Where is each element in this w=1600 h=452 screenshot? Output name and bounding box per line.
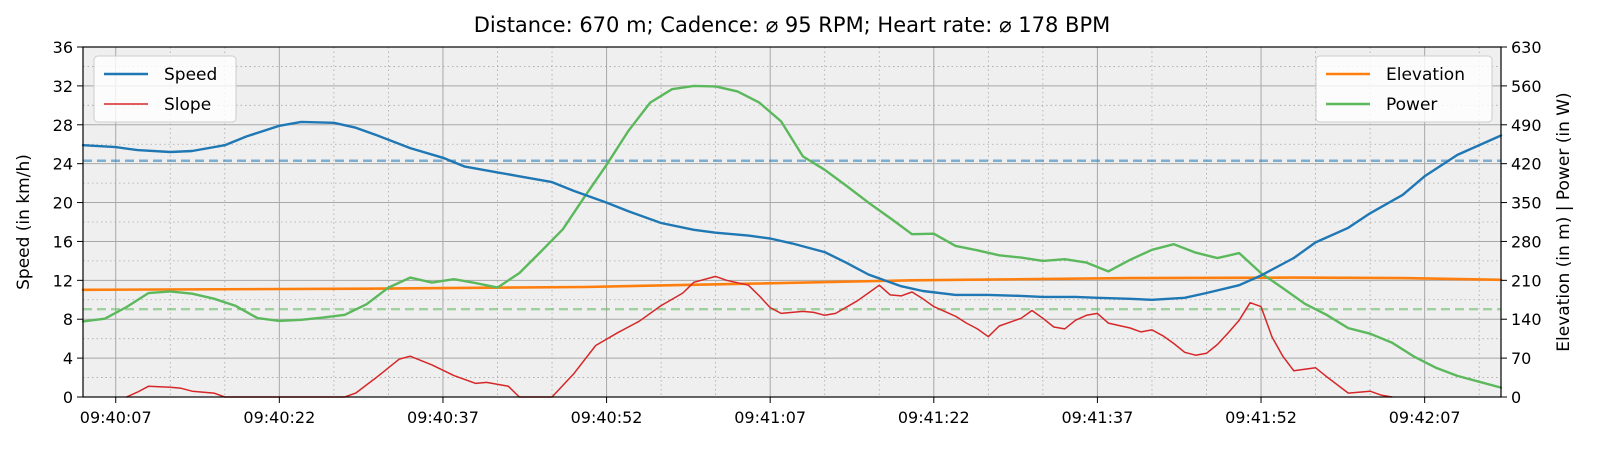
x-tick-label: 09:41:22: [898, 408, 970, 427]
y-right-tick-label: 630: [1511, 38, 1542, 57]
x-tick-label: 09:42:07: [1389, 408, 1461, 427]
y-right-tick-label: 140: [1511, 310, 1542, 329]
series-line-elevation: [81, 276, 1503, 292]
legend-left: Speed Slope: [93, 55, 237, 123]
x-tick-label: 09:40:07: [80, 408, 152, 427]
legend-left-box: [93, 55, 237, 123]
plot-background: [83, 47, 1501, 397]
x-tick-label: 09:41:52: [1225, 408, 1297, 427]
x-axis: 09:40:07 09:40:22 09:40:37 09:40:52 09:41:07…: [80, 397, 1461, 427]
x-tick-label: 09:41:37: [1061, 408, 1133, 427]
legend-label-elevation: Elevation: [1386, 65, 1465, 85]
x-tick-label: 09:40:22: [243, 408, 315, 427]
y-right-tick-label: 420: [1511, 155, 1542, 174]
y-left-tick-label: 32: [53, 77, 73, 96]
legend-right-box: [1315, 55, 1493, 123]
y-left-tick-label: 8: [63, 310, 73, 329]
legend-label-speed: Speed: [164, 65, 217, 85]
series-line-speed: [81, 120, 1503, 301]
plot-frame: [82, 46, 1502, 398]
series-layer: [81, 84, 1503, 398]
right-axis: 0 70 140 210 280 350 420 490 560 630: [1501, 38, 1542, 407]
y-left-tick-label: 28: [53, 116, 73, 135]
y-left-tick-label: 36: [53, 38, 73, 57]
y-right-tick-label: 70: [1511, 349, 1531, 368]
y-left-tick-label: 4: [63, 349, 73, 368]
y-axis-right-label: Elevation (in m) | Power (in W): [1554, 92, 1574, 351]
y-right-tick-label: 280: [1511, 232, 1542, 251]
y-axis-left-label: Speed (in km/h): [14, 154, 34, 290]
mean-lines: [83, 159, 1501, 311]
y-left-tick-label: 12: [53, 271, 73, 290]
y-right-tick-label: 560: [1511, 77, 1542, 96]
x-tick-label: 09:40:52: [571, 408, 643, 427]
y-left-tick-label: 16: [53, 232, 73, 251]
left-axis: 0 4 8 12 16 20 24 28 32 36: [53, 38, 83, 407]
y-left-tick-label: 24: [53, 155, 73, 174]
y-left-tick-label: 0: [63, 388, 73, 407]
y-right-tick-label: 0: [1511, 388, 1521, 407]
x-tick-label: 09:40:37: [407, 408, 479, 427]
legend-label-slope: Slope: [164, 95, 211, 115]
legend-right: Elevation Power: [1315, 55, 1493, 123]
y-right-tick-label: 210: [1511, 271, 1542, 290]
series-line-power: [81, 84, 1503, 389]
legend-label-power: Power: [1386, 95, 1437, 115]
chart-title: Distance: 670 m; Cadence: ⌀ 95 RPM; Hear…: [474, 13, 1110, 37]
series-line-slope: [125, 275, 1393, 398]
y-right-tick-label: 350: [1511, 194, 1542, 213]
y-left-tick-label: 20: [53, 194, 73, 213]
x-tick-label: 09:41:07: [734, 408, 806, 427]
y-right-tick-label: 490: [1511, 116, 1542, 135]
